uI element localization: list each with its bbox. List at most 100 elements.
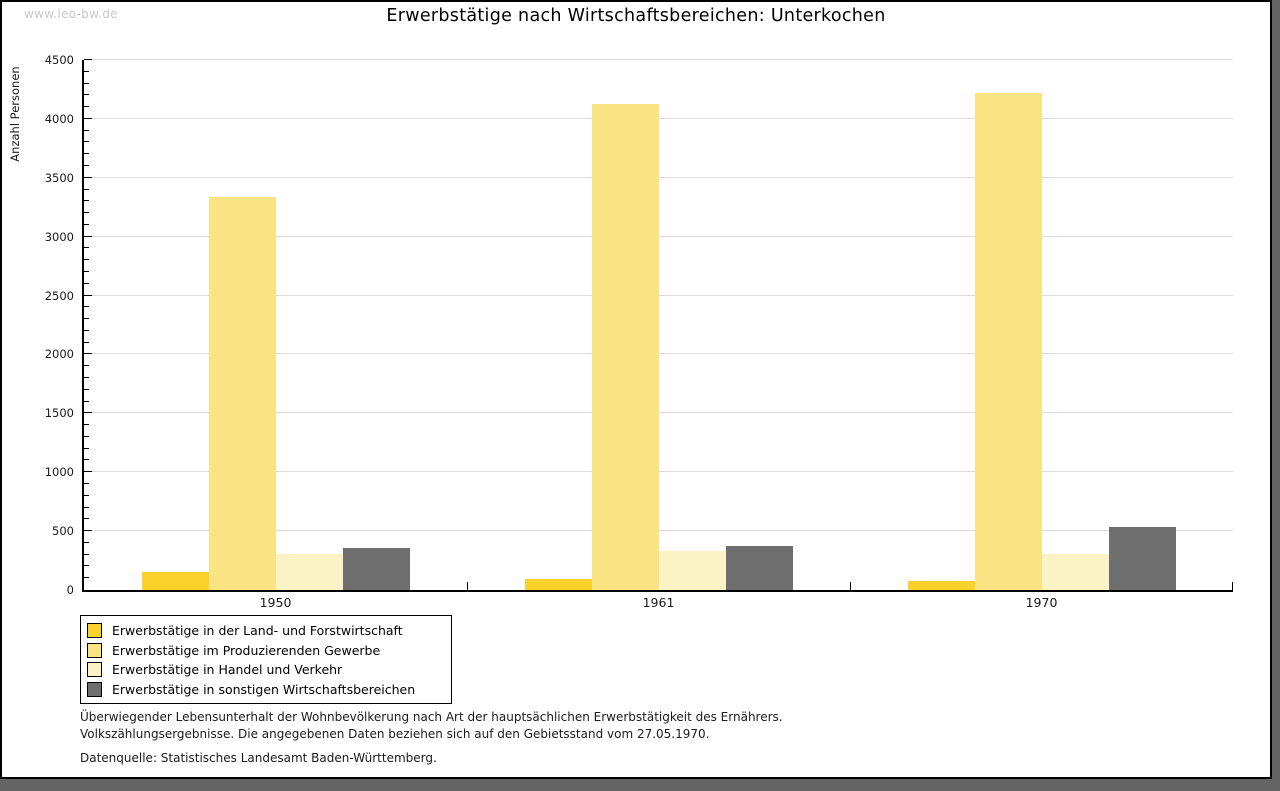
y-minor-tick: [84, 424, 89, 426]
x-boundary-tick: [1232, 582, 1233, 590]
legend-row: Erwerbstätige in der Land- und Forstwirt…: [87, 621, 451, 641]
gridline: [84, 412, 1233, 414]
y-major-tick: [84, 530, 92, 532]
y-minor-tick: [84, 306, 89, 308]
y-minor-tick: [84, 388, 89, 390]
y-minor-tick: [84, 329, 89, 331]
bar-1950-s2: [208, 196, 276, 590]
bar-1950-s1: [141, 572, 209, 590]
bar-1950-s3: [275, 553, 343, 590]
y-minor-tick: [84, 377, 89, 378]
bar-1961-s2: [591, 103, 659, 590]
y-tick-label: 1000: [44, 465, 74, 480]
gridline: [84, 294, 1233, 296]
bar-1961-s4: [725, 545, 793, 590]
y-tick-label: 2000: [44, 347, 74, 362]
gridline: [84, 471, 1233, 473]
bar-1961-s3: [658, 551, 726, 590]
y-minor-tick: [84, 106, 89, 108]
y-tick-label: 1500: [44, 406, 74, 421]
legend-label: Erwerbstätige in Handel und Verkehr: [112, 662, 343, 678]
gridline: [84, 530, 1233, 532]
y-major-tick: [84, 235, 92, 237]
y-major-tick: [84, 117, 92, 119]
legend: Erwerbstätige in der Land- und Forstwirt…: [80, 615, 452, 704]
legend-swatch: [87, 623, 102, 639]
bar-1970-s2: [974, 92, 1042, 590]
y-minor-tick: [84, 518, 89, 520]
gridline: [84, 235, 1233, 237]
footnote-line-1: Überwiegender Lebensunterhalt der Wohnbe…: [80, 710, 783, 724]
legend-swatch: [87, 681, 102, 697]
y-tick-label: 500: [52, 524, 74, 539]
y-minor-tick: [84, 447, 89, 449]
y-minor-tick: [84, 247, 89, 249]
y-minor-tick: [84, 541, 89, 543]
y-minor-tick: [84, 506, 89, 508]
y-minor-tick: [84, 565, 89, 567]
y-minor-tick: [84, 212, 89, 214]
x-boundary-tick: [850, 582, 851, 590]
y-tick-label: 4000: [44, 111, 74, 126]
y-minor-tick: [84, 153, 89, 155]
y-minor-tick: [84, 129, 89, 131]
gridline: [84, 117, 1233, 119]
y-minor-tick: [84, 70, 89, 72]
gridline: [84, 353, 1233, 355]
legend-row: Erwerbstätige in Handel und Verkehr: [87, 660, 451, 680]
y-minor-tick: [84, 94, 89, 96]
y-minor-tick: [84, 341, 89, 343]
watermark: www.leo-bw.de: [24, 7, 118, 21]
y-minor-tick: [84, 82, 89, 84]
y-minor-tick: [84, 553, 89, 555]
y-minor-tick: [84, 223, 89, 225]
y-minor-tick: [84, 271, 89, 272]
y-tick-label: 3000: [44, 229, 74, 244]
y-minor-tick: [84, 318, 89, 320]
bar-1970-s4: [1108, 527, 1176, 590]
gridline: [84, 176, 1233, 178]
y-major-tick: [84, 471, 92, 473]
y-major-tick: [84, 294, 92, 296]
y-major-tick: [84, 353, 92, 355]
x-category-label: 1950: [259, 595, 292, 610]
y-minor-tick: [84, 188, 89, 190]
y-minor-tick: [84, 200, 89, 202]
y-tick-label: 3500: [44, 170, 74, 185]
y-minor-tick: [84, 141, 89, 143]
y-minor-tick: [84, 459, 89, 461]
legend-label: Erwerbstätige in sonstigen Wirtschaftsbe…: [112, 681, 416, 697]
footnote-line-2: Volkszählungsergebnisse. Die angegebenen…: [80, 726, 710, 741]
legend-swatch: [87, 662, 102, 678]
y-minor-tick: [84, 400, 89, 402]
legend-swatch: [87, 642, 102, 658]
chart-frame: www.leo-bw.de Erwerbstätige nach Wirtsch…: [0, 0, 1272, 779]
bar-1970-s3: [1041, 553, 1109, 590]
legend-label: Erwerbstätige im Produzierenden Gewerbe: [112, 642, 381, 658]
footnote: Überwiegender Lebensunterhalt der Wohnbe…: [80, 709, 783, 742]
y-tick-label: 4500: [44, 53, 74, 67]
y-minor-tick: [84, 494, 89, 496]
y-tick-label: 0: [66, 583, 74, 597]
legend-label: Erwerbstätige in der Land- und Forstwirt…: [112, 623, 403, 639]
y-minor-tick: [84, 365, 89, 367]
chart-title: Erwerbstätige nach Wirtschaftsbereichen:…: [386, 6, 886, 26]
x-category-label: 1961: [642, 595, 675, 610]
y-major-tick: [84, 412, 92, 414]
y-major-tick: [84, 176, 92, 178]
x-boundary-tick: [467, 582, 468, 590]
bar-1950-s4: [342, 548, 410, 590]
y-tick-label: 2500: [44, 288, 74, 303]
bar-1961-s1: [524, 579, 592, 590]
y-minor-tick: [84, 435, 89, 437]
y-major-tick: [84, 59, 92, 60]
legend-row: Erwerbstätige in sonstigen Wirtschaftsbe…: [87, 680, 451, 700]
y-minor-tick: [84, 577, 89, 579]
y-minor-tick: [84, 483, 89, 484]
legend-row: Erwerbstätige im Produzierenden Gewerbe: [87, 641, 451, 661]
bar-1970-s1: [907, 580, 975, 590]
data-source: Datenquelle: Statistisches Landesamt Bad…: [80, 751, 437, 765]
x-category-label: 1970: [1025, 595, 1058, 610]
y-minor-tick: [84, 282, 89, 284]
y-minor-tick: [84, 165, 89, 166]
